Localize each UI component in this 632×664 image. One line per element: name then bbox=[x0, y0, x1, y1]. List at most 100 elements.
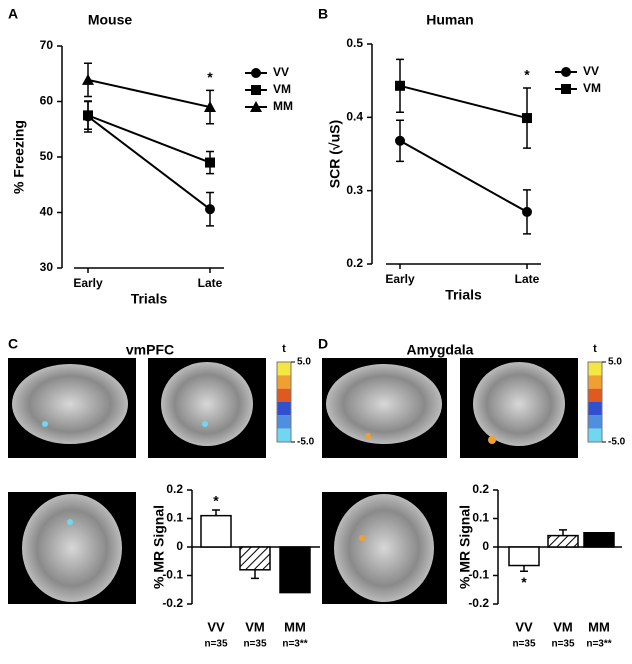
colorbar-title: t bbox=[282, 343, 286, 355]
y-tick-label: 0 bbox=[482, 539, 489, 553]
colorbar-cell bbox=[277, 375, 291, 389]
brain-shape bbox=[473, 362, 565, 446]
y-tick-label: 30 bbox=[40, 260, 54, 274]
marker bbox=[82, 73, 94, 85]
colorbar-cell bbox=[277, 402, 291, 416]
activation bbox=[365, 433, 371, 439]
brain-shape bbox=[161, 362, 253, 446]
marker bbox=[204, 101, 216, 113]
colorbar-frame bbox=[276, 361, 292, 443]
colorbar-frame bbox=[587, 361, 603, 443]
bar bbox=[547, 534, 579, 548]
bar bbox=[508, 546, 540, 567]
colorbar-title: t bbox=[593, 343, 597, 355]
legend-label: VV bbox=[273, 65, 289, 79]
annotation: * bbox=[524, 67, 530, 83]
y-tick-label: 0.1 bbox=[166, 511, 183, 525]
series-line bbox=[399, 139, 528, 213]
x-sublabel: n=35 bbox=[551, 639, 575, 650]
error-bar bbox=[212, 509, 220, 516]
x-tick-label: Early bbox=[385, 272, 415, 286]
colorbar-cell bbox=[277, 428, 291, 442]
activation bbox=[488, 436, 496, 444]
colorbar-cell bbox=[588, 362, 602, 376]
activation bbox=[202, 421, 208, 427]
y-tick-label: 0.2 bbox=[166, 482, 183, 496]
error-bar bbox=[251, 569, 259, 580]
x-axis-label: Trials bbox=[131, 291, 168, 307]
y-tick-label: 0 bbox=[176, 539, 183, 553]
y-tick-label: 0.2 bbox=[472, 482, 489, 496]
colorbar-cell bbox=[588, 428, 602, 442]
y-tick-label: 60 bbox=[40, 94, 54, 108]
marker bbox=[251, 68, 261, 78]
y-tick-label: -0.1 bbox=[468, 568, 489, 582]
marker bbox=[561, 84, 571, 94]
bar bbox=[279, 546, 311, 594]
panel-title: Amygdala bbox=[407, 342, 474, 358]
y-axis-label: % MR Signal bbox=[151, 505, 167, 589]
brain-shape bbox=[22, 494, 122, 602]
colorbar-tick-label: -5.0 bbox=[608, 437, 626, 448]
y-axis-label: % Freezing bbox=[11, 120, 27, 194]
legend-label: VM bbox=[583, 81, 601, 95]
series-line bbox=[87, 115, 211, 210]
y-tick-label: -0.1 bbox=[162, 568, 183, 582]
error-bar bbox=[520, 565, 528, 572]
x-sublabel: n=3** bbox=[586, 639, 611, 650]
colorbar-cell bbox=[277, 362, 291, 376]
x-sublabel: n=35 bbox=[204, 639, 228, 650]
x-sublabel: n=35 bbox=[512, 639, 536, 650]
colorbar-cell bbox=[277, 415, 291, 429]
legend-label: MM bbox=[273, 99, 293, 113]
colorbar-cell bbox=[277, 388, 291, 402]
y-tick-label: 70 bbox=[40, 38, 54, 52]
colorbar-cell bbox=[588, 375, 602, 389]
brain-shape bbox=[326, 364, 442, 444]
bar bbox=[583, 532, 615, 548]
x-tick-label: Late bbox=[515, 272, 540, 286]
colorbar-cell bbox=[588, 415, 602, 429]
series-line bbox=[399, 84, 528, 120]
y-tick-label: 0.4 bbox=[346, 110, 363, 124]
bar bbox=[239, 546, 271, 571]
y-tick-label: -0.2 bbox=[162, 596, 183, 610]
activation bbox=[42, 421, 48, 427]
colorbar-cell bbox=[588, 402, 602, 416]
marker bbox=[522, 206, 532, 217]
marker bbox=[251, 85, 261, 95]
marker bbox=[250, 101, 262, 112]
annotation: * bbox=[213, 493, 219, 509]
y-tick-label: 0.2 bbox=[346, 256, 363, 270]
x-tick-label: VM bbox=[553, 619, 573, 634]
y-tick-label: 50 bbox=[40, 149, 54, 163]
panel-label: D bbox=[318, 336, 328, 352]
panel-label: A bbox=[8, 6, 18, 22]
y-tick-label: 40 bbox=[40, 205, 54, 219]
y-tick-label: 0.3 bbox=[346, 183, 363, 197]
activation bbox=[359, 535, 365, 541]
chart-title: Mouse bbox=[88, 12, 133, 28]
x-tick-label: VV bbox=[207, 619, 225, 634]
x-sublabel: n=35 bbox=[243, 639, 267, 650]
chart-title: Human bbox=[426, 12, 473, 28]
panel-label: C bbox=[8, 336, 18, 352]
colorbar-tick-label: -5.0 bbox=[297, 437, 315, 448]
y-tick-label: 0.1 bbox=[472, 511, 489, 525]
marker bbox=[205, 204, 215, 215]
colorbar-tick-label: 5.0 bbox=[608, 357, 622, 368]
y-axis-label: % MR Signal bbox=[457, 505, 473, 589]
series-line bbox=[87, 114, 211, 164]
x-tick-label: VV bbox=[515, 619, 533, 634]
marker bbox=[561, 67, 571, 77]
x-tick-label: Late bbox=[198, 276, 223, 290]
error-bar bbox=[559, 529, 567, 536]
brain-images bbox=[8, 358, 578, 604]
panel-label: B bbox=[318, 6, 328, 22]
colorbar-tick-label: 5.0 bbox=[297, 357, 311, 368]
panel-title: vmPFC bbox=[126, 342, 174, 358]
legend-label: VM bbox=[273, 82, 291, 96]
marker bbox=[395, 80, 405, 91]
marker bbox=[83, 110, 93, 121]
y-tick-label: -0.2 bbox=[468, 596, 489, 610]
